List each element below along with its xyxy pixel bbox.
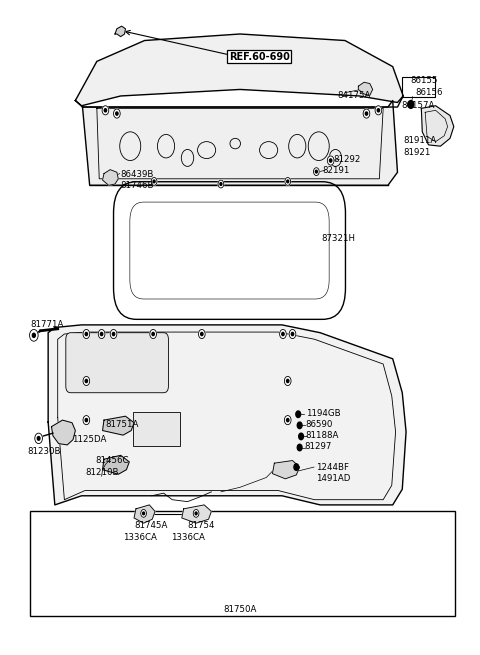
- Circle shape: [153, 180, 155, 183]
- Text: 1491AD: 1491AD: [316, 474, 351, 483]
- Circle shape: [30, 329, 38, 341]
- Circle shape: [102, 105, 109, 115]
- Circle shape: [150, 329, 156, 339]
- Polygon shape: [134, 505, 155, 523]
- Circle shape: [100, 333, 103, 335]
- Circle shape: [315, 170, 317, 173]
- Polygon shape: [103, 455, 129, 474]
- Text: 1125DA: 1125DA: [72, 435, 107, 444]
- FancyBboxPatch shape: [66, 333, 168, 393]
- Text: 86157A: 86157A: [401, 101, 435, 109]
- Text: 1244BF: 1244BF: [316, 462, 349, 472]
- Polygon shape: [182, 505, 211, 523]
- Circle shape: [285, 178, 290, 185]
- Circle shape: [327, 156, 334, 165]
- Circle shape: [114, 109, 120, 118]
- Circle shape: [375, 105, 382, 115]
- Text: 81746B: 81746B: [120, 181, 154, 190]
- Circle shape: [37, 436, 40, 440]
- Circle shape: [98, 329, 105, 339]
- Text: 81188A: 81188A: [306, 431, 339, 440]
- Circle shape: [116, 112, 118, 115]
- Text: 81745A: 81745A: [134, 521, 168, 531]
- Circle shape: [218, 180, 224, 188]
- Circle shape: [199, 329, 205, 339]
- Circle shape: [282, 333, 284, 335]
- Text: 1194GB: 1194GB: [306, 409, 340, 418]
- Circle shape: [329, 159, 332, 162]
- Polygon shape: [115, 26, 125, 37]
- Circle shape: [110, 329, 117, 339]
- Polygon shape: [103, 416, 134, 435]
- Circle shape: [287, 180, 289, 183]
- Text: 86155: 86155: [411, 77, 438, 85]
- Circle shape: [85, 419, 87, 422]
- Polygon shape: [273, 460, 300, 479]
- Circle shape: [83, 415, 90, 424]
- Circle shape: [294, 464, 299, 470]
- Text: 84175A: 84175A: [338, 91, 371, 100]
- Text: 81911A: 81911A: [404, 136, 437, 145]
- Bar: [132, 412, 180, 446]
- Circle shape: [377, 109, 380, 112]
- Circle shape: [287, 419, 289, 422]
- Circle shape: [112, 333, 115, 335]
- Text: 82191: 82191: [322, 166, 349, 176]
- Text: 81292: 81292: [333, 155, 360, 164]
- Polygon shape: [103, 170, 118, 185]
- Circle shape: [296, 411, 300, 417]
- Circle shape: [35, 433, 42, 443]
- Polygon shape: [421, 105, 454, 146]
- Circle shape: [143, 512, 144, 515]
- Circle shape: [152, 333, 154, 335]
- Circle shape: [104, 109, 107, 112]
- Circle shape: [408, 100, 414, 108]
- Circle shape: [85, 333, 87, 335]
- Circle shape: [299, 433, 303, 440]
- Circle shape: [365, 112, 368, 115]
- Text: 86590: 86590: [306, 420, 333, 429]
- Polygon shape: [75, 34, 403, 105]
- Text: 86156: 86156: [416, 88, 443, 97]
- Polygon shape: [48, 325, 406, 505]
- Circle shape: [151, 178, 157, 185]
- Circle shape: [297, 444, 302, 451]
- Circle shape: [195, 512, 197, 515]
- Circle shape: [141, 510, 146, 517]
- Text: 81210B: 81210B: [85, 468, 119, 477]
- Circle shape: [83, 329, 90, 339]
- Text: 87321H: 87321H: [321, 234, 355, 242]
- Text: 81751A: 81751A: [106, 420, 139, 428]
- Circle shape: [32, 333, 36, 337]
- Polygon shape: [359, 83, 372, 96]
- Circle shape: [201, 333, 203, 335]
- Circle shape: [284, 377, 291, 386]
- Text: 81921: 81921: [404, 147, 431, 157]
- Circle shape: [363, 109, 370, 118]
- Text: 86439B: 86439B: [120, 170, 154, 179]
- Text: 1336CA: 1336CA: [171, 533, 204, 542]
- Circle shape: [220, 183, 222, 185]
- Circle shape: [291, 333, 294, 335]
- Circle shape: [85, 379, 87, 383]
- Circle shape: [287, 379, 289, 383]
- Polygon shape: [51, 420, 75, 445]
- Text: 81750A: 81750A: [223, 605, 257, 614]
- Text: 81297: 81297: [304, 442, 331, 451]
- Circle shape: [284, 415, 291, 424]
- Text: 81456C: 81456C: [95, 456, 129, 465]
- Circle shape: [313, 168, 319, 176]
- Text: 81230B: 81230B: [28, 447, 61, 456]
- Circle shape: [289, 329, 296, 339]
- Text: 81771A: 81771A: [30, 320, 63, 329]
- Text: 81754: 81754: [188, 521, 215, 531]
- Text: REF.60-690: REF.60-690: [228, 52, 289, 62]
- Bar: [30, 512, 455, 616]
- Circle shape: [193, 510, 199, 517]
- Circle shape: [297, 422, 302, 428]
- Circle shape: [83, 377, 90, 386]
- Text: 1336CA: 1336CA: [123, 533, 157, 542]
- Circle shape: [280, 329, 286, 339]
- Polygon shape: [83, 100, 397, 185]
